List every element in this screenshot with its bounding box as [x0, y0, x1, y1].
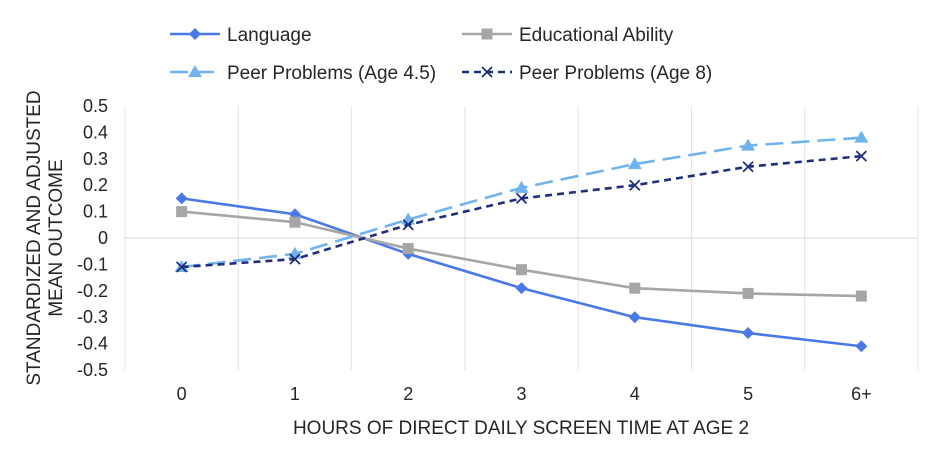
legend-item: Language — [170, 25, 312, 46]
x-marker — [289, 253, 301, 265]
series-line — [181, 136, 862, 269]
gridlines — [124, 106, 919, 370]
y-axis-ticks: 0.5 0.4 0.3 0.2 0.1 0 -0.1 -0.2 -0.3 -0.4 -0.5 — [77, 96, 108, 380]
y-tick-label: 0 — [98, 228, 108, 248]
legend-label: Peer Problems (Age 4.5) — [227, 63, 436, 84]
y-axis-label-line2: MEAN OUTCOME — [46, 159, 67, 316]
square-marker — [402, 243, 414, 255]
square-marker — [855, 290, 867, 302]
x-marker — [176, 261, 188, 273]
x-tick-label: 4 — [630, 384, 640, 404]
legend-item: Educational Ability — [462, 25, 674, 46]
diamond-marker — [515, 282, 528, 295]
x-tick-label: 0 — [177, 384, 187, 404]
square-marker — [481, 28, 493, 40]
diamond-marker — [855, 340, 868, 353]
square-marker — [289, 216, 301, 228]
y-tick-label: -0.2 — [77, 281, 108, 301]
legend-item: Peer Problems (Age 4.5) — [170, 63, 436, 84]
triangle-marker — [741, 138, 756, 151]
y-tick-label: 0.1 — [83, 202, 108, 222]
diamond-marker — [175, 192, 188, 205]
x-axis-label: HOURS OF DIRECT DAILY SCREEN TIME AT AGE… — [293, 418, 749, 439]
triangle-marker — [188, 65, 202, 77]
legend-label: Language — [227, 25, 312, 46]
triangle-marker — [627, 157, 642, 170]
x-tick-label: 2 — [403, 384, 413, 404]
x-marker — [629, 179, 641, 191]
diamond-marker — [189, 28, 201, 40]
square-marker — [516, 264, 527, 276]
series-educational-ability — [176, 206, 867, 302]
x-tick-label: 1 — [290, 384, 300, 404]
y-tick-label: -0.4 — [77, 334, 108, 354]
legend-item: Peer Problems (Age 8) — [462, 63, 712, 84]
x-marker — [742, 161, 754, 173]
square-marker — [629, 282, 641, 294]
y-tick-label: -0.1 — [77, 254, 108, 274]
square-marker — [176, 206, 188, 218]
x-marker — [481, 66, 493, 78]
legend: Language Educational Ability Peer Problems… — [170, 25, 712, 84]
square-marker — [742, 287, 754, 299]
y-tick-label: -0.3 — [77, 307, 108, 327]
legend-label: Educational Ability — [519, 25, 674, 46]
legend-label: Peer Problems (Age 8) — [519, 63, 712, 84]
y-axis-label-line1: STANDARDIZED AND ADJUSTED — [24, 90, 45, 385]
x-tick-label: 5 — [743, 384, 753, 404]
x-axis-ticks: 0 1 2 3 4 5 6+ — [177, 384, 872, 404]
x-tick-label: 3 — [516, 384, 526, 404]
x-marker — [402, 219, 414, 231]
x-tick-label: 6+ — [851, 384, 872, 404]
y-tick-label: 0.2 — [83, 175, 108, 195]
x-marker — [855, 150, 867, 162]
y-tick-label: 0.5 — [83, 96, 108, 116]
triangle-marker — [514, 180, 529, 193]
x-marker — [515, 192, 528, 205]
y-tick-label: 0.4 — [83, 122, 108, 142]
y-tick-label: -0.5 — [77, 360, 108, 380]
series-group — [174, 130, 869, 353]
diamond-marker — [742, 327, 755, 340]
diamond-marker — [628, 311, 641, 324]
triangle-marker — [854, 130, 869, 143]
y-tick-label: 0.3 — [83, 149, 108, 169]
series-peer-problems-age-4-5- — [174, 130, 869, 273]
series-peer-problems-age-8- — [176, 150, 867, 273]
